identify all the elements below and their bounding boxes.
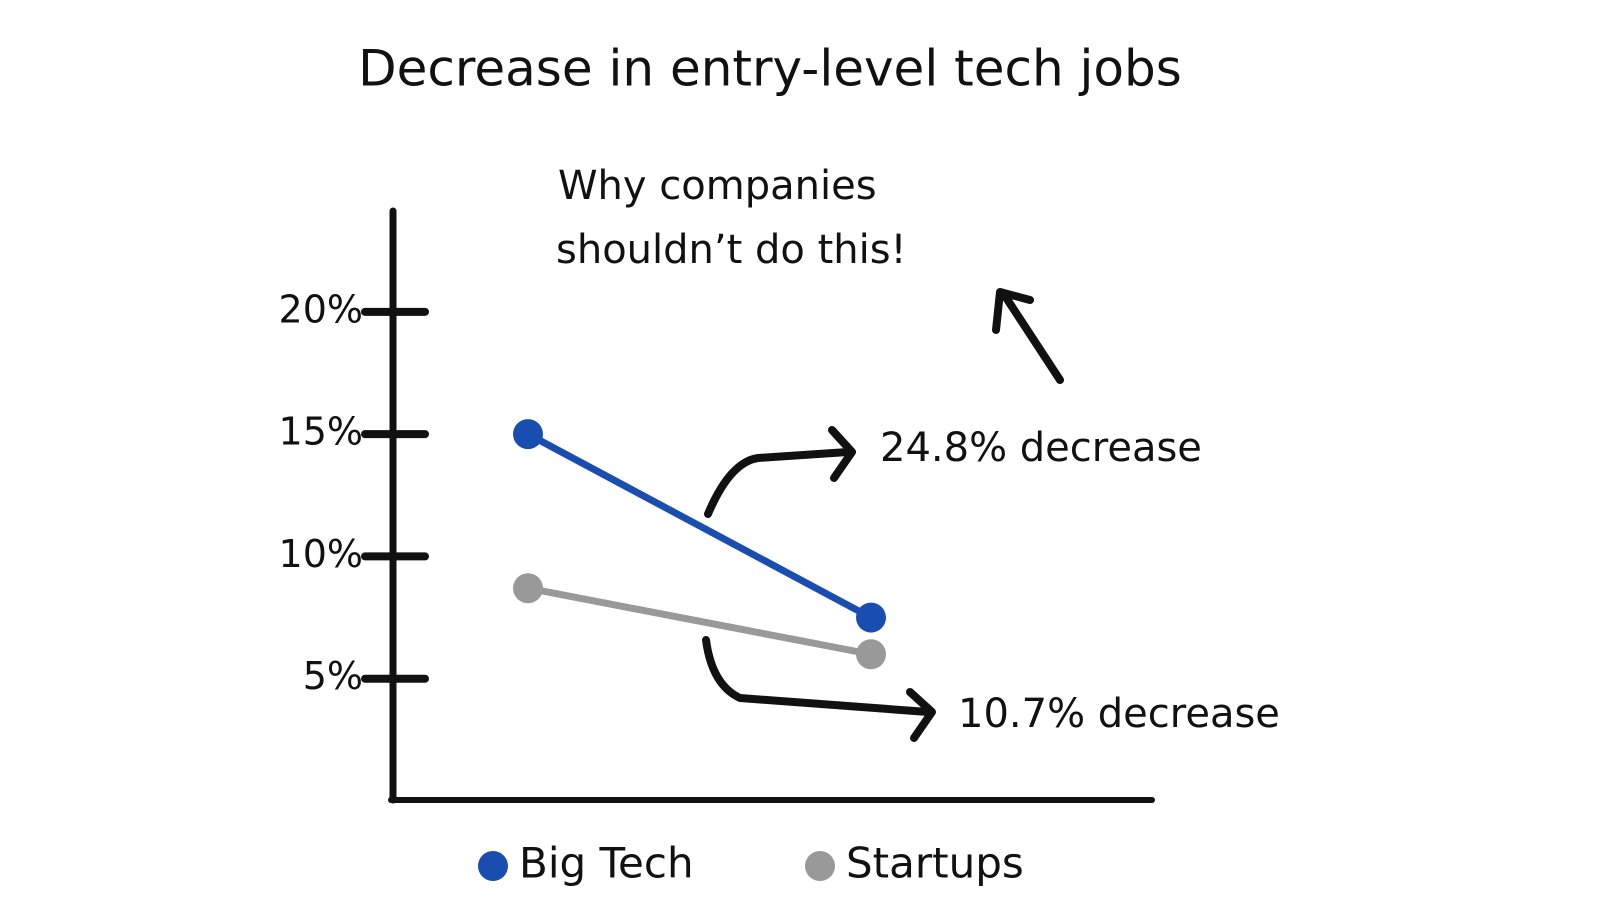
point — [856, 639, 886, 670]
y-tick-label: 10% — [279, 532, 363, 576]
arrows — [702, 288, 1064, 742]
annotation: 10.7% decrease — [958, 691, 1280, 737]
point — [513, 573, 543, 604]
arrow-head — [906, 688, 936, 742]
chart-title: Decrease in entry-level tech jobs — [358, 40, 1182, 98]
arrow — [1001, 292, 1064, 384]
legend-label: Big Tech — [519, 839, 694, 888]
y-tick-label: 5% — [303, 654, 363, 698]
y-tick-label: 15% — [279, 410, 363, 454]
arrow — [704, 448, 852, 518]
point — [856, 602, 886, 633]
annotation: 24.8% decrease — [880, 425, 1202, 471]
arrow-head — [828, 426, 856, 482]
y-tick-label: 20% — [279, 287, 363, 331]
arrow — [702, 636, 932, 716]
note-line: shouldn’t do this! — [556, 227, 907, 273]
series-line — [524, 430, 875, 622]
legend-label: Startups — [846, 839, 1024, 888]
arrow-head — [992, 288, 1034, 334]
point — [513, 419, 543, 450]
legend-marker — [805, 851, 835, 881]
note-line: Why companies — [558, 163, 877, 209]
series-line — [524, 584, 875, 658]
legend-marker — [478, 851, 508, 881]
